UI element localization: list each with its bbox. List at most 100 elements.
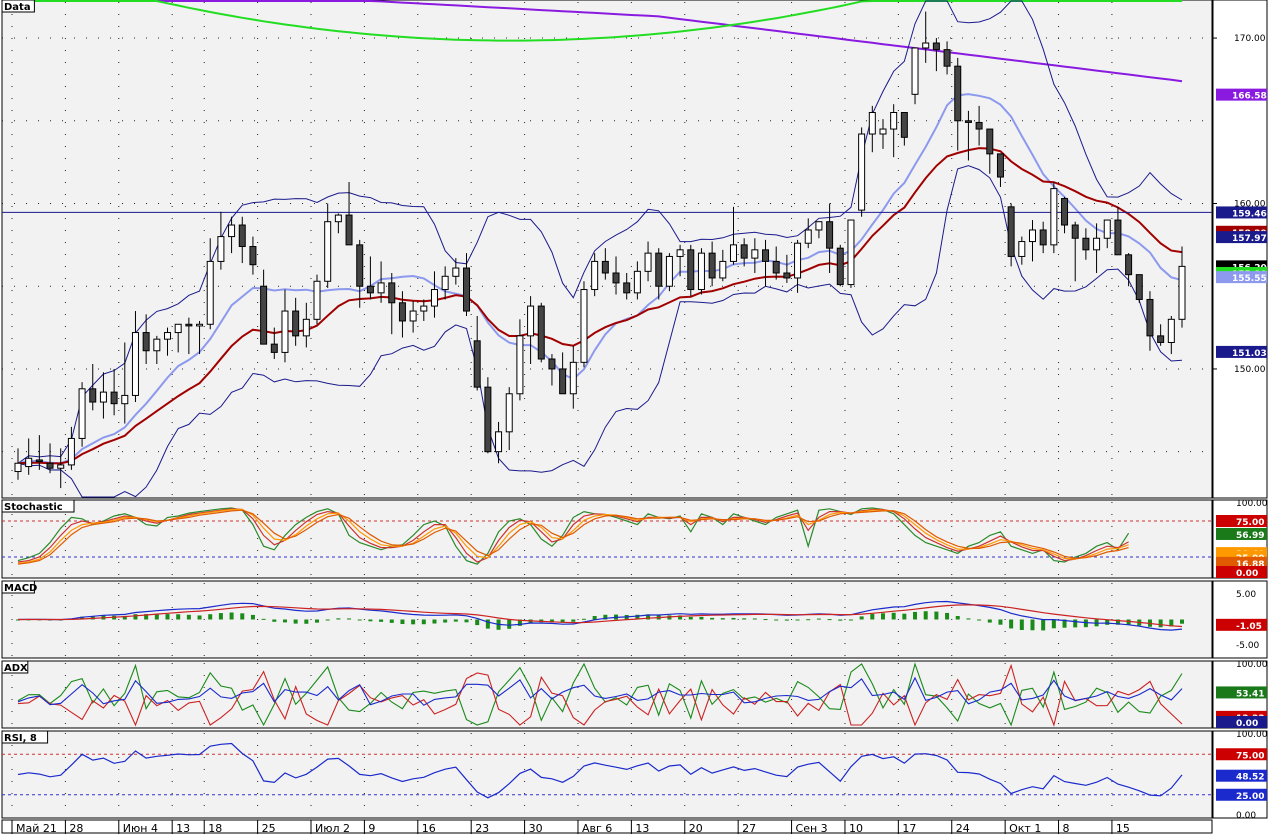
candle-up (815, 221, 823, 231)
macd-histogram-bar (635, 614, 640, 620)
candle-up (153, 338, 161, 352)
candle-up (302, 318, 310, 337)
indicator-tag (1216, 769, 1267, 782)
macd-histogram-bar (1169, 619, 1174, 627)
macd-histogram-bar (90, 616, 95, 620)
time-tick-label: 18 (208, 822, 222, 834)
macd-histogram-bar (122, 615, 127, 620)
time-tick-label: 8 (1063, 822, 1070, 834)
indicator-tag-label: 48.52 (1236, 773, 1264, 783)
candle-down (398, 302, 406, 322)
candle-up (377, 282, 385, 294)
price-tag-label: 159.46 (1232, 209, 1267, 219)
candle-up (78, 388, 86, 439)
price-tag-label: 151.03 (1232, 349, 1267, 359)
time-tick-label: 20 (689, 822, 703, 834)
macd-histogram-bar (1062, 619, 1067, 628)
time-tick-label: 23 (475, 822, 489, 834)
macd-histogram-bar (368, 619, 373, 622)
macd-histogram-bar (176, 614, 181, 620)
macd-histogram-bar (923, 611, 928, 620)
candle-down (260, 285, 268, 345)
indicator-tag (1216, 788, 1267, 801)
bollinger-lower-line (17, 165, 1183, 498)
candle-up (847, 219, 855, 286)
macd-histogram-bar (1115, 619, 1120, 625)
time-tick-label: Май 21 (16, 822, 57, 834)
indicator-tag-label: 53.41 (1236, 689, 1264, 699)
macd-histogram-bar (261, 618, 266, 620)
macd-histogram-bar (154, 613, 159, 620)
time-tick-label: 13 (635, 822, 649, 834)
indicator-tag-label: 75.00 (1236, 518, 1264, 528)
candle-up (174, 323, 182, 334)
time-tick-label: 28 (69, 822, 83, 834)
macd-signal-line (18, 604, 1183, 628)
macd-histogram-bar (144, 614, 149, 620)
indicator-tick-label: 5.00 (1236, 590, 1256, 600)
candle-up (676, 249, 684, 257)
time-tick-label: 27 (742, 822, 756, 834)
indicator-tag (1216, 527, 1267, 540)
candle-up (868, 112, 876, 135)
macd-histogram-bar (485, 619, 490, 629)
pane-title: RSI, 8 (4, 733, 37, 744)
macd-histogram-bar (571, 619, 576, 622)
stochastic-line (17, 509, 1129, 565)
macd-histogram-bar (1019, 619, 1024, 631)
macd-histogram-bar (1126, 619, 1131, 625)
macd-histogram-bar (443, 619, 448, 623)
candle-up (409, 310, 417, 322)
macd-histogram-bar (186, 614, 191, 620)
stochastic-line (17, 508, 1129, 565)
candle-down (35, 459, 43, 463)
candle-down (356, 244, 364, 287)
candle-down (1157, 335, 1165, 343)
macd-histogram-bar (421, 619, 426, 625)
price-tag (1216, 231, 1267, 244)
macd-histogram-bar (325, 619, 330, 621)
macd-histogram-bar (763, 619, 768, 621)
pane-title-box (1, 580, 35, 594)
price-tag (1216, 345, 1267, 358)
price-tag (1216, 88, 1267, 101)
pane-frame (1, 0, 1213, 499)
macd-histogram-bar (795, 619, 800, 621)
macd-histogram-bar (720, 618, 725, 620)
candle-up (1050, 188, 1058, 246)
time-tick-label: Июн 4 (123, 822, 158, 834)
candle-up (569, 361, 577, 395)
candle-up (1093, 237, 1101, 251)
adx-plus-di-line (17, 662, 1183, 727)
macd-histogram-bar (379, 619, 384, 622)
macd-histogram-bar (197, 615, 202, 620)
indicator-tick-label: 100.00 (1236, 660, 1268, 670)
macd-histogram-bar (1041, 619, 1046, 631)
candle-down (1125, 254, 1133, 276)
indicator-tag (1216, 556, 1267, 569)
macd-histogram-bar (475, 619, 480, 626)
macd-histogram-bar (218, 613, 223, 620)
macd-histogram-bar (1180, 619, 1184, 624)
candle-up (644, 252, 652, 272)
indicator-tag-label: 25.00 (1236, 792, 1264, 802)
candle-up (495, 431, 503, 453)
adx-line (17, 676, 1183, 706)
candle-up (441, 275, 449, 291)
candle-down (612, 272, 620, 284)
pane-title: Stochastic (4, 502, 63, 513)
price-tick-label: 160.00 (1234, 200, 1266, 210)
bollinger-upper-line (17, 0, 1183, 464)
macd-histogram-bar (357, 619, 362, 621)
macd-histogram-bar (272, 619, 277, 622)
macd-histogram-bar (1030, 619, 1035, 631)
price-tick-label: 150.00 (1234, 365, 1266, 375)
indicator-tick-label: 0.00 (1236, 811, 1256, 821)
macd-histogram-bar (678, 615, 683, 620)
macd-histogram-bar (1158, 619, 1163, 628)
candle-down (1146, 298, 1154, 337)
candle-up (281, 310, 289, 353)
candle-down (185, 323, 193, 327)
macd-histogram-bar (133, 614, 138, 620)
